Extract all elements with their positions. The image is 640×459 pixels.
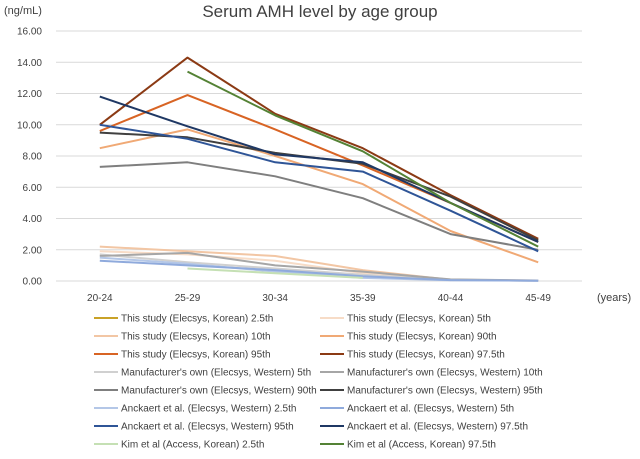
chart-title: Serum AMH level by age group xyxy=(202,2,437,21)
series-6 xyxy=(99,56,539,240)
legend-label: Anckaert et al. (Elecsys, Western) 97.5t… xyxy=(347,422,528,433)
y-axis-unit-label: (ng/mL) xyxy=(4,5,42,17)
x-tick-label: 30-34 xyxy=(262,293,288,304)
legend-label: This study (Elecsys, Korean) 10th xyxy=(121,332,271,343)
legend: This study (Elecsys, Korean) 2.5th This s… xyxy=(94,314,543,451)
y-tick-label: 16.00 xyxy=(17,27,42,38)
legend-label: Anckaert et al. (Elecsys, Western) 95th xyxy=(121,422,294,433)
legend-label: Anckaert et al. (Elecsys, Western) 5th xyxy=(347,404,514,415)
x-tick-label: 25-29 xyxy=(175,293,201,304)
legend-item: Manufacturer's own (Elecsys, Western) 95… xyxy=(320,386,543,397)
legend-item: Kim et al (Access, Korean) 97.5th xyxy=(320,440,496,451)
y-tick-label: 2.00 xyxy=(23,245,43,256)
y-tick-label: 8.00 xyxy=(23,152,43,163)
legend-label: This study (Elecsys, Korean) 97.5th xyxy=(347,350,505,361)
legend-item: Anckaert et al. (Elecsys, Western) 5th xyxy=(320,404,514,415)
series-line xyxy=(99,123,539,253)
series-line xyxy=(187,70,539,248)
legend-label: This study (Elecsys, Korean) 2.5th xyxy=(121,314,273,325)
legend-label: Manufacturer's own (Elecsys, Western) 5t… xyxy=(121,368,311,379)
legend-item: Anckaert et al. (Elecsys, Western) 95th xyxy=(94,422,294,433)
series-13 xyxy=(99,123,539,253)
series-line xyxy=(99,259,539,282)
series-4 xyxy=(99,128,539,264)
x-tick-label: 45-49 xyxy=(525,293,551,304)
x-tick-label: 35-39 xyxy=(350,293,376,304)
legend-label: Manufacturer's own (Elecsys, Western) 90… xyxy=(121,386,317,397)
y-axis-ticks: 0.00 2.00 4.00 6.00 8.00 10.00 12.00 14.00 16.00 xyxy=(17,27,42,288)
legend-label: Kim et al (Access, Korean) 2.5th xyxy=(121,440,264,451)
legend-item: This study (Elecsys, Korean) 95th xyxy=(94,350,271,361)
y-tick-label: 0.00 xyxy=(23,277,43,288)
legend-item: Manufacturer's own (Elecsys, Western) 5t… xyxy=(94,368,311,379)
legend-item: This study (Elecsys, Korean) 97.5th xyxy=(320,350,505,361)
legend-label: Manufacturer's own (Elecsys, Western) 95… xyxy=(347,386,543,397)
series-15 xyxy=(187,267,363,279)
legend-item: This study (Elecsys, Korean) 5th xyxy=(320,314,491,325)
series-9 xyxy=(99,161,539,251)
series-line xyxy=(99,56,539,240)
legend-label: This study (Elecsys, Korean) 5th xyxy=(347,314,491,325)
legend-item: Manufacturer's own (Elecsys, Western) 90… xyxy=(94,386,317,397)
series-line xyxy=(187,267,363,279)
legend-item: This study (Elecsys, Korean) 90th xyxy=(320,332,497,343)
x-axis-unit-label: (years) xyxy=(597,292,631,304)
y-tick-label: 6.00 xyxy=(23,183,43,194)
legend-item: Anckaert et al. (Elecsys, Western) 97.5t… xyxy=(320,422,528,433)
legend-item: Anckaert et al. (Elecsys, Western) 2.5th xyxy=(94,404,296,415)
legend-label: Kim et al (Access, Korean) 97.5th xyxy=(347,440,496,451)
legend-item: This study (Elecsys, Korean) 2.5th xyxy=(94,314,273,325)
x-tick-label: 40-44 xyxy=(438,293,464,304)
legend-label: This study (Elecsys, Korean) 90th xyxy=(347,332,497,343)
legend-label: Manufacturer's own (Elecsys, Western) 10… xyxy=(347,368,543,379)
series-line xyxy=(99,161,539,251)
legend-label: Anckaert et al. (Elecsys, Western) 2.5th xyxy=(121,404,296,415)
series-12 xyxy=(99,259,539,282)
x-tick-label: 20-24 xyxy=(87,293,113,304)
legend-item: Manufacturer's own (Elecsys, Western) 10… xyxy=(320,368,543,379)
y-tick-label: 14.00 xyxy=(17,58,42,69)
series-line xyxy=(99,128,539,264)
legend-item: This study (Elecsys, Korean) 10th xyxy=(94,332,271,343)
legend-label: This study (Elecsys, Korean) 95th xyxy=(121,350,271,361)
y-tick-label: 4.00 xyxy=(23,214,43,225)
y-tick-label: 10.00 xyxy=(17,120,42,131)
series-lines xyxy=(99,56,539,282)
y-tick-label: 12.00 xyxy=(17,89,42,100)
series-16 xyxy=(187,70,539,248)
legend-item: Kim et al (Access, Korean) 2.5th xyxy=(94,440,264,451)
x-axis-ticks: 20-24 25-29 30-34 35-39 40-44 45-49 xyxy=(87,293,551,304)
